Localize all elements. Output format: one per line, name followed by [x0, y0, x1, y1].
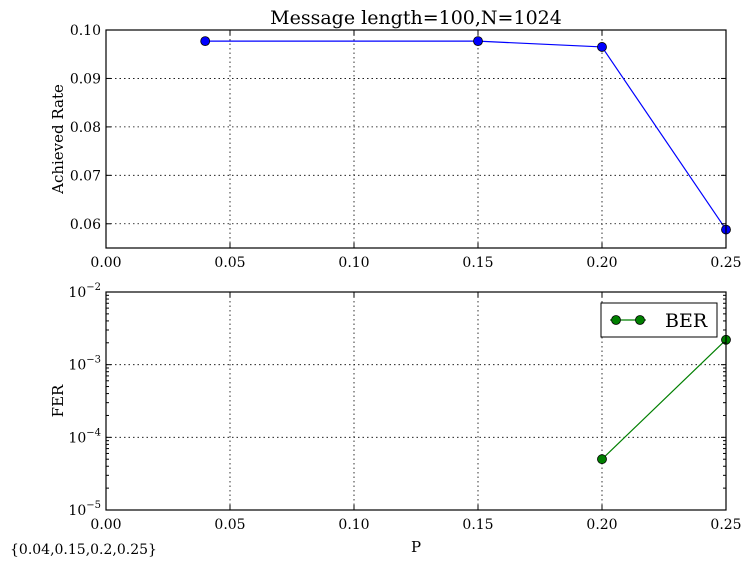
x-tick-label: 0.05	[214, 255, 245, 271]
x-tick-label: 0.05	[214, 517, 245, 533]
x-tick-label: 0.15	[462, 517, 493, 533]
x-tick-label: 0.00	[90, 517, 121, 533]
y-tick-label: 0.07	[70, 168, 101, 184]
footnote-values: {0.04,0.15,0.2,0.25}	[10, 542, 157, 558]
rate-plot-frame	[105, 29, 727, 249]
x-tick-label: 0.25	[710, 255, 741, 271]
legend-marker	[611, 315, 621, 325]
data-point	[597, 454, 607, 465]
rate-y-axis-label: Achieved Rate	[49, 84, 67, 195]
x-tick-label: 0.20	[586, 255, 617, 271]
fer-y-axis-label: FER	[49, 384, 67, 417]
fer-panel: 0.00 0.05 0.10 0.15 0.20 0.25 10−5 10−4 10−3 10−2…	[49, 282, 742, 556]
legend-marker	[635, 315, 645, 325]
y-tick-label: 10−5	[68, 500, 101, 519]
rate-ticks: 0.00 0.05 0.10 0.15 0.20 0.25 0.06 0.07 0.08 0.09…	[70, 23, 742, 271]
fer-ticks: 0.00 0.05 0.10 0.15 0.20 0.25 10−5 10−4 10−3 10−2	[68, 282, 741, 533]
y-tick-label: 10−4	[68, 427, 101, 446]
legend-label-ber: BER	[665, 310, 708, 332]
x-tick-label: 0.15	[462, 255, 493, 271]
rate-panel: 0.00 0.05 0.10 0.15 0.20 0.25 0.06 0.07 0.08 0.09…	[49, 7, 742, 271]
x-tick-label: 0.10	[338, 517, 369, 533]
y-tick-label: 0.08	[70, 120, 101, 136]
fer-plot-frame	[105, 291, 727, 511]
fer-x-axis-label: P	[411, 538, 421, 556]
legend: BER	[600, 302, 718, 338]
rate-series	[200, 36, 731, 235]
series-line	[205, 40, 727, 230]
y-tick-label: 0.09	[70, 71, 101, 87]
chart-title: Message length=100,N=1024	[270, 7, 562, 29]
data-point	[200, 36, 211, 47]
x-tick-label: 0.20	[586, 517, 617, 533]
y-tick-label: 10−2	[68, 282, 101, 301]
data-point	[473, 36, 483, 47]
x-tick-label: 0.25	[710, 517, 741, 533]
x-tick-label: 0.00	[90, 255, 121, 271]
data-point	[597, 42, 607, 52]
series-line	[601, 339, 727, 460]
x-tick-label: 0.10	[338, 255, 369, 271]
y-tick-label: 0.06	[70, 217, 101, 233]
y-tick-label: 10−3	[68, 355, 101, 374]
y-tick-label: 0.10	[70, 23, 101, 39]
